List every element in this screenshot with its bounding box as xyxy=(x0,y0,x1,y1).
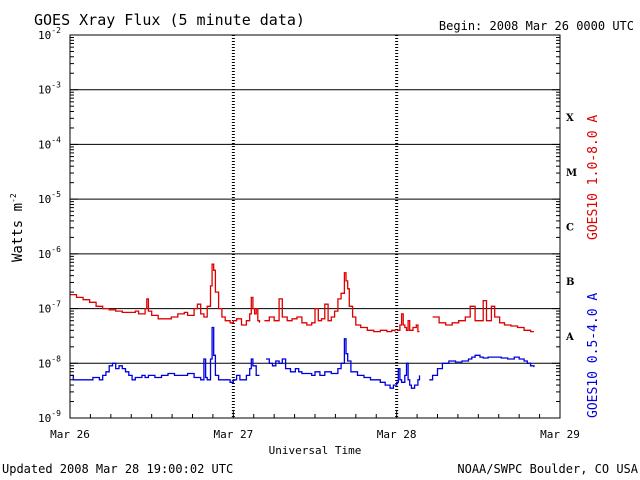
y-axis-label-exponent: -2 xyxy=(9,193,18,203)
y-axis-label-base: Watts m xyxy=(10,203,26,262)
flare-class-a: A xyxy=(565,332,574,343)
y-tick-label: 10-8 xyxy=(38,354,61,370)
x-axis-ticks: Mar 26 Mar 27 Mar 28 Mar 29 xyxy=(50,410,580,441)
y-tick-label: 10-9 xyxy=(38,409,61,425)
series-1-segment-0 xyxy=(70,326,260,383)
plot-frame xyxy=(69,34,561,419)
begin-time: Begin: 2008 Mar 26 0000 UTC xyxy=(439,19,634,33)
y-tick-label: 10-3 xyxy=(38,81,61,97)
legend-long-channel: GOES10 1.0-8.0 A xyxy=(586,115,601,240)
flare-class-m: M xyxy=(566,168,577,179)
x-tick-label: Mar 29 xyxy=(540,428,580,441)
y-tick-label: 10-7 xyxy=(38,300,61,316)
x-tick-label: Mar 28 xyxy=(377,428,417,441)
flare-class-labels: X M C B A xyxy=(565,113,577,343)
flare-class-x: X xyxy=(566,113,574,124)
series-1-segment-1 xyxy=(266,338,421,389)
svg-text:Watts m-2: Watts m-2 xyxy=(9,193,26,262)
updated-timestamp: Updated 2008 Mar 28 19:00:02 UTC xyxy=(2,462,233,476)
series-0-segment-3 xyxy=(432,299,534,333)
series-0-segment-2 xyxy=(396,313,420,333)
series-0-segment-0 xyxy=(70,263,261,326)
y-axis-label: Watts m-2 xyxy=(9,193,26,262)
credit-line: NOAA/SWPC Boulder, CO USA xyxy=(457,462,638,476)
flare-class-c: C xyxy=(566,223,574,234)
day-markers xyxy=(231,35,399,418)
x-tick-label: Mar 26 xyxy=(50,428,90,441)
y-tick-label: 10-5 xyxy=(38,190,61,206)
series-1-segment-2 xyxy=(429,354,535,381)
chart-title: GOES Xray Flux (5 minute data) xyxy=(34,11,305,29)
x-axis-label: Universal Time xyxy=(269,444,362,457)
y-tick-label: 10-4 xyxy=(38,135,61,151)
x-tick-label: Mar 27 xyxy=(213,428,253,441)
legend-short-channel: GOES10 0.5-4.0 A xyxy=(586,293,601,418)
y-tick-label: 10-6 xyxy=(38,245,61,261)
series-0-segment-1 xyxy=(264,272,396,333)
flare-class-b: B xyxy=(566,277,574,288)
data-series xyxy=(70,263,535,389)
y-axis-ticks: 10-2 10-3 10-4 10-5 10-6 10-7 10-8 10-9 xyxy=(38,26,560,425)
y-tick-label: 10-2 xyxy=(38,26,61,42)
